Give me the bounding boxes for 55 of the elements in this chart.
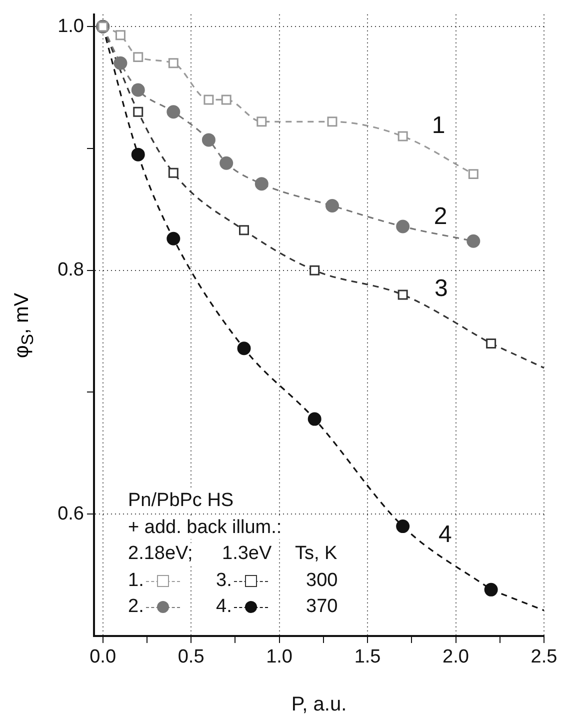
annotation: 4 xyxy=(438,520,452,548)
point xyxy=(202,133,216,147)
annotation: 1 xyxy=(432,112,446,140)
y-tick-label: 0.6 xyxy=(58,503,84,524)
x-tick-label: 1.5 xyxy=(354,646,381,668)
point xyxy=(239,225,249,236)
point xyxy=(468,169,478,180)
y-tick-label: 1.0 xyxy=(58,16,84,37)
legend-label: 3. xyxy=(216,570,232,592)
point xyxy=(310,265,320,276)
point xyxy=(486,338,496,348)
point xyxy=(398,290,408,300)
y-tick-label: 0.8 xyxy=(58,260,84,281)
point xyxy=(484,582,498,596)
legend-label: 2. xyxy=(128,596,144,618)
x-tick-label: 2.5 xyxy=(530,646,558,668)
point xyxy=(131,148,145,162)
point xyxy=(168,58,178,68)
point xyxy=(398,131,408,142)
point xyxy=(221,94,232,105)
annotation: Pn/PbPc HS xyxy=(128,490,234,512)
x-tick-label: 2.0 xyxy=(442,646,469,668)
point xyxy=(220,156,234,170)
point xyxy=(327,116,338,127)
point xyxy=(466,234,480,248)
point xyxy=(133,52,144,62)
point xyxy=(133,106,144,117)
annotation: + add. back illum.: xyxy=(128,516,282,538)
point xyxy=(204,94,214,105)
annotation: Ts, K xyxy=(295,543,338,565)
annotation: 2 xyxy=(434,203,448,230)
point xyxy=(254,177,268,191)
annotation: 3 xyxy=(434,275,448,302)
point xyxy=(131,83,145,97)
point xyxy=(396,520,410,534)
point xyxy=(115,30,126,40)
point xyxy=(168,168,178,178)
annotation: 2.18eV; xyxy=(128,543,193,565)
legend-label: 4. xyxy=(216,596,232,618)
point xyxy=(308,412,322,426)
x-tick-label: 0.5 xyxy=(178,646,204,668)
x-tick-label: 0.0 xyxy=(90,646,116,668)
annotation: 1.3eV xyxy=(222,543,272,565)
x-axis-title: P, a.u. xyxy=(291,694,347,716)
point xyxy=(114,56,128,70)
point xyxy=(166,105,180,119)
point xyxy=(396,220,410,234)
annotation: 370 xyxy=(306,596,338,618)
point xyxy=(237,342,251,356)
annotation: 300 xyxy=(306,570,338,592)
point xyxy=(166,232,180,246)
x-tick-label: 1.0 xyxy=(266,646,293,668)
point xyxy=(256,116,267,127)
legend-label: 1. xyxy=(128,570,144,592)
point xyxy=(325,199,339,213)
